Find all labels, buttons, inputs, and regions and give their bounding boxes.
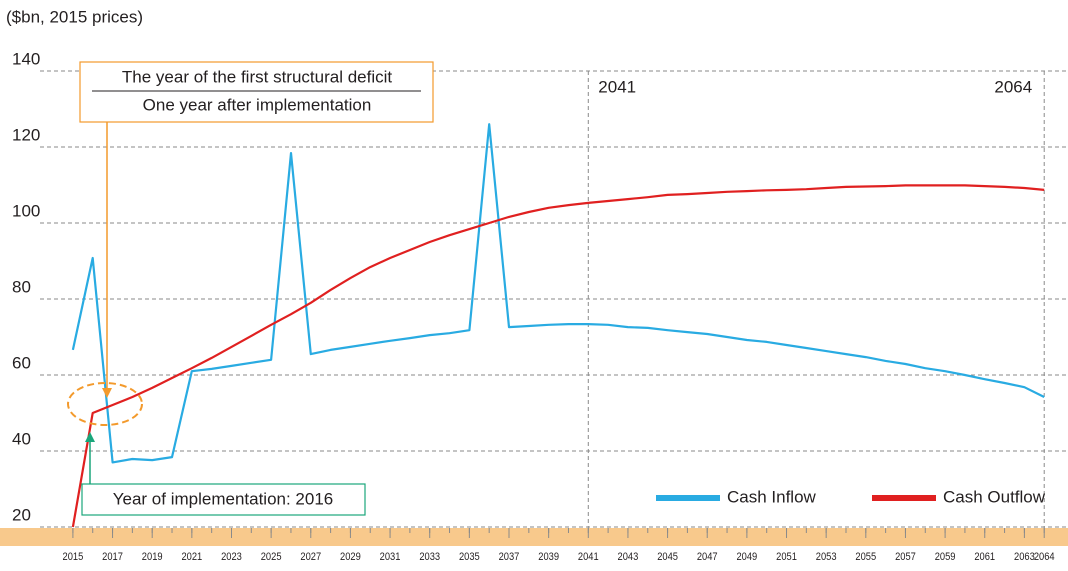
x-tick-label: 2061 xyxy=(974,551,995,563)
y-tick-label: 60 xyxy=(12,353,31,372)
x-tick-label: 2017 xyxy=(102,551,123,563)
annotation: The year of the first structural deficit xyxy=(122,67,392,86)
y-tick-label: 20 xyxy=(12,505,31,524)
x-tick-label: 2027 xyxy=(300,551,321,563)
x-tick-label: 2021 xyxy=(181,551,202,563)
series-line xyxy=(71,184,1045,528)
x-tick-label: 2035 xyxy=(459,551,480,563)
x-tick-label: 2029 xyxy=(340,551,361,563)
x-tick-label: 2041 xyxy=(578,551,599,563)
legend-swatch xyxy=(656,495,720,501)
x-tick-label: 2023 xyxy=(221,551,242,563)
x-tick-label: 2039 xyxy=(538,551,559,563)
annotation: One year after implementation xyxy=(143,95,372,114)
series-line xyxy=(71,123,1045,464)
legend-label: Cash Inflow xyxy=(727,487,817,506)
y-tick-label: 40 xyxy=(12,429,31,448)
y-tick-label: 80 xyxy=(12,277,31,296)
x-tick-label: 2059 xyxy=(935,551,956,563)
x-tick-label: 2019 xyxy=(142,551,163,563)
highlight-ellipse xyxy=(67,382,143,426)
legend-swatch xyxy=(872,495,936,501)
x-tick-label: 2057 xyxy=(895,551,916,563)
x-tick-label: 2051 xyxy=(776,551,797,563)
reference-label: 2064 xyxy=(994,77,1032,96)
x-tick-label: 2045 xyxy=(657,551,678,563)
x-tick-label: 2049 xyxy=(736,551,757,563)
arrow-head xyxy=(102,388,112,398)
reference-label: 2041 xyxy=(598,77,636,96)
chart-subtitle: ($bn, 2015 prices) xyxy=(6,7,143,26)
x-tick-label: 2025 xyxy=(261,551,282,563)
x-tick-label: 2063 xyxy=(1014,551,1035,563)
x-tick-label: 2053 xyxy=(816,551,837,563)
x-tick-label: 2043 xyxy=(618,551,639,563)
x-tick-label: 2031 xyxy=(380,551,401,563)
x-axis-band xyxy=(0,528,1068,546)
x-tick-label: 2015 xyxy=(63,551,84,563)
x-tick-label: 2055 xyxy=(855,551,876,563)
x-tick-label: 2047 xyxy=(697,551,718,563)
deficit-box xyxy=(79,61,434,123)
y-tick-label: 120 xyxy=(12,125,40,144)
x-tick-label: 2064 xyxy=(1034,551,1055,563)
x-tick-label: 2033 xyxy=(419,551,440,563)
y-tick-label: 100 xyxy=(12,201,40,220)
x-tick-label: 2037 xyxy=(499,551,520,563)
legend: Cash Inflow Cash Outflow xyxy=(656,487,1046,506)
legend-label: Cash Outflow xyxy=(943,487,1046,506)
arrow-head xyxy=(85,432,95,442)
y-tick-label: 140 xyxy=(12,49,40,68)
implementation-box xyxy=(81,483,366,516)
annotation: Year of implementation: 2016 xyxy=(113,489,334,508)
